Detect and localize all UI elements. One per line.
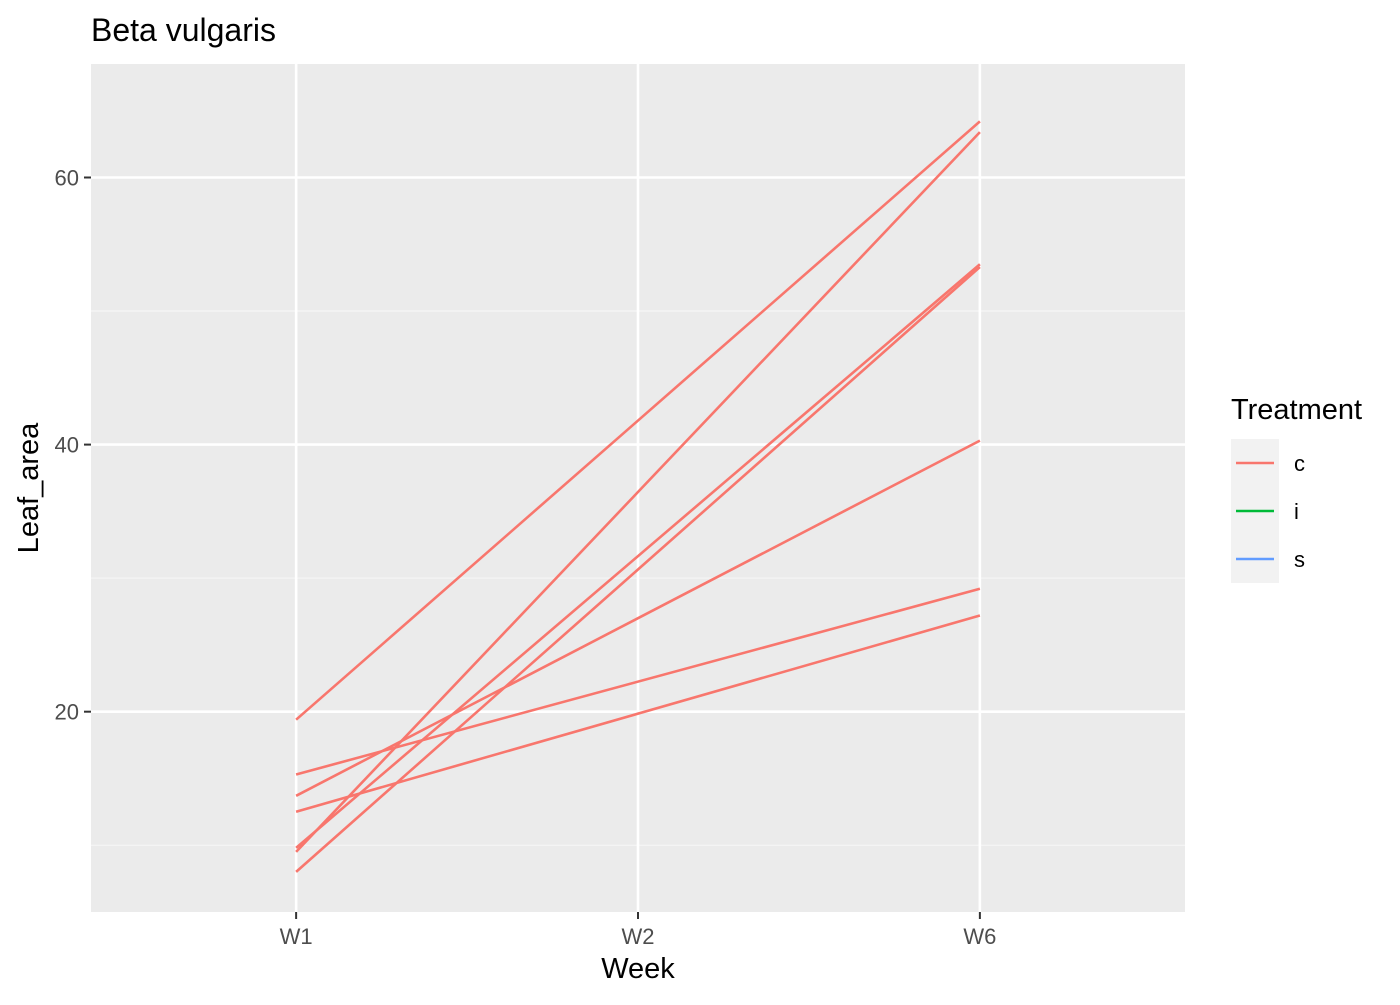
x-tick-label: W1 — [280, 924, 313, 949]
x-tick-label: W6 — [963, 924, 996, 949]
legend: Treatment cis — [1231, 394, 1362, 583]
series-lines — [295, 120, 981, 873]
series-line — [295, 587, 981, 776]
x-tick-label: W2 — [622, 924, 655, 949]
legend-label: i — [1294, 499, 1299, 524]
y-tick-label: 60 — [55, 166, 79, 191]
y-tick-label: 20 — [55, 700, 79, 725]
x-axis-label: Week — [601, 953, 675, 985]
legend-title: Treatment — [1231, 394, 1362, 426]
y-axis-label: Leaf_area — [13, 422, 45, 553]
y-tick-label: 40 — [55, 433, 79, 458]
series-line — [295, 266, 981, 873]
series-line — [295, 120, 981, 721]
series-line — [295, 614, 981, 814]
series-line — [295, 439, 981, 797]
x-axis: W1 W2 W6 — [280, 912, 996, 949]
series-line — [295, 263, 981, 849]
legend-label: s — [1294, 547, 1305, 572]
legend-label: c — [1294, 451, 1305, 476]
major-gridlines — [91, 64, 1185, 912]
chart-title: Beta vulgaris — [91, 12, 276, 48]
y-axis: 20 40 60 — [55, 166, 91, 725]
series-line — [295, 131, 981, 853]
